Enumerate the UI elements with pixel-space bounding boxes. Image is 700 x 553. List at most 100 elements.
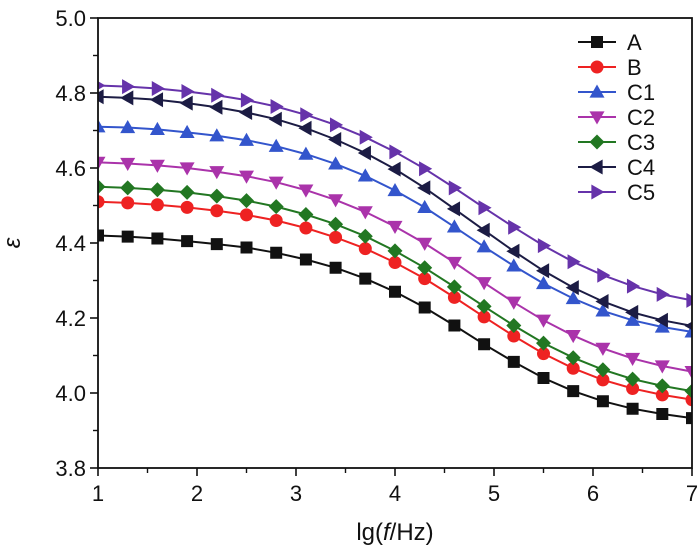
data-point-c3 xyxy=(476,298,492,314)
x-tick-label: 4 xyxy=(389,481,401,506)
data-point-c5 xyxy=(597,267,611,283)
data-point-c3 xyxy=(328,216,344,232)
legend-entry-c4: C4 xyxy=(578,155,655,180)
data-point-c1 xyxy=(98,119,106,133)
data-point-c5 xyxy=(389,144,403,160)
data-point-c4 xyxy=(595,294,609,309)
data-point-c2 xyxy=(209,166,225,180)
legend-marker-a xyxy=(591,36,603,48)
data-point-c2 xyxy=(684,366,692,380)
x-tick-label: 7 xyxy=(686,481,698,506)
data-point-c2 xyxy=(357,206,373,220)
data-point-b xyxy=(358,242,372,256)
data-point-c3 xyxy=(684,383,692,399)
data-point-c2 xyxy=(417,237,433,251)
legend-label-c5: C5 xyxy=(627,180,655,205)
legend-label-a: A xyxy=(627,30,642,55)
data-point-c4 xyxy=(654,312,668,328)
legend-entry-c2: C2 xyxy=(578,105,655,130)
x-tick-label: 6 xyxy=(587,481,599,506)
data-point-c3 xyxy=(179,184,195,200)
legend-entry-c5: C5 xyxy=(578,180,655,205)
data-point-b xyxy=(210,204,224,218)
data-point-a xyxy=(537,372,550,384)
data-point-b xyxy=(626,382,640,395)
data-point-c3 xyxy=(536,335,551,351)
data-point-c4 xyxy=(625,304,639,320)
data-point-c4 xyxy=(268,111,282,127)
data-point-c1 xyxy=(417,199,433,213)
data-point-a xyxy=(418,301,431,314)
data-point-c1 xyxy=(506,258,522,272)
data-point-c1 xyxy=(387,183,403,197)
data-point-c5 xyxy=(567,254,581,270)
legend-entry-a: A xyxy=(578,30,642,55)
data-point-c5 xyxy=(211,87,225,103)
data-point-a xyxy=(656,408,669,420)
data-point-c2 xyxy=(654,360,670,374)
legend-marker-c3 xyxy=(589,134,605,150)
data-point-c3 xyxy=(239,193,254,209)
y-axis-title: ε xyxy=(0,237,26,248)
data-point-c5 xyxy=(508,219,522,235)
data-point-c2 xyxy=(149,159,165,173)
data-point-c2 xyxy=(565,330,581,344)
legend-label-c4: C4 xyxy=(627,155,655,180)
legend-label-c1: C1 xyxy=(627,80,655,105)
y-tick-label: 4.0 xyxy=(55,381,86,406)
data-point-c1 xyxy=(357,168,373,182)
data-point-c4 xyxy=(565,280,579,296)
x-axis-title-italic: f xyxy=(383,519,392,546)
data-point-c1 xyxy=(625,312,641,326)
data-point-c5 xyxy=(359,129,373,145)
data-point-c3 xyxy=(446,279,462,295)
legend-label-c3: C3 xyxy=(627,130,655,155)
x-tick-label: 5 xyxy=(488,481,500,506)
data-point-b xyxy=(418,272,432,286)
legend-label-b: B xyxy=(627,55,642,80)
data-point-c4 xyxy=(446,201,461,217)
data-point-c2 xyxy=(268,176,284,190)
data-point-a xyxy=(98,229,104,242)
data-point-a xyxy=(686,412,692,425)
data-point-c3 xyxy=(149,182,165,198)
series-c4 xyxy=(98,89,692,331)
data-point-a xyxy=(121,230,134,243)
x-axis-title: lg(f/Hz) xyxy=(356,519,433,546)
data-point-c5 xyxy=(151,81,165,96)
data-point-c1 xyxy=(179,124,195,138)
series-c3 xyxy=(98,179,692,399)
data-point-b xyxy=(507,329,521,343)
data-point-c4 xyxy=(684,321,692,331)
data-point-b xyxy=(447,290,461,304)
data-point-c3 xyxy=(565,350,581,366)
data-point-a xyxy=(389,285,401,298)
data-point-b xyxy=(98,195,105,209)
data-point-a xyxy=(507,355,520,368)
data-point-c3 xyxy=(98,179,106,195)
data-point-c1 xyxy=(565,291,581,305)
data-point-c5 xyxy=(98,81,106,90)
data-point-c2 xyxy=(625,352,641,366)
legend-marker-c2 xyxy=(589,111,605,125)
data-point-c5 xyxy=(537,238,551,254)
data-point-c1 xyxy=(328,156,344,170)
data-point-c4 xyxy=(209,99,223,115)
series-c5 xyxy=(98,79,692,308)
y-tick-label: 4.2 xyxy=(55,306,86,331)
data-point-c3 xyxy=(654,378,670,394)
data-point-c5 xyxy=(181,84,195,99)
data-point-b xyxy=(388,256,402,269)
data-point-c2 xyxy=(179,162,195,176)
data-point-a xyxy=(240,241,253,254)
data-point-c3 xyxy=(268,199,284,215)
data-series-group xyxy=(98,79,692,425)
legend-marker-c4 xyxy=(589,159,603,175)
data-point-a xyxy=(626,402,639,415)
data-point-c4 xyxy=(328,132,342,147)
data-point-c2 xyxy=(446,256,462,270)
data-point-c4 xyxy=(98,89,104,105)
data-point-c5 xyxy=(329,117,344,133)
data-point-b xyxy=(566,361,580,375)
axes: 1 2 3 4 5 6 7 3.8 4.0 4.2 4.4 4.6 4.8 5.0 xyxy=(55,6,698,506)
